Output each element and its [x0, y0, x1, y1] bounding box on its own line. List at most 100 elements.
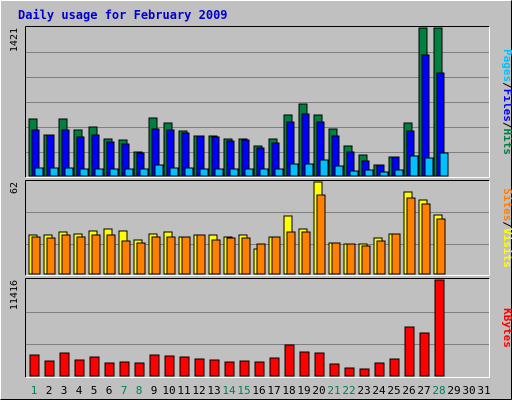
bar-kbytes-day-24 [374, 362, 385, 377]
bar-kbytes-day-22 [344, 367, 355, 377]
bar-sites-day-7 [121, 240, 131, 275]
bar-sites-day-24 [376, 240, 386, 275]
bar-pages-day-23 [364, 169, 374, 177]
bar-kbytes-day-16 [254, 361, 265, 377]
bar-kbytes-day-12 [194, 358, 205, 377]
panel-visits: 62 Sites/Visits [9, 180, 512, 276]
bar-pages-day-12 [199, 168, 209, 177]
x-tick-label-day-31: 31 [477, 384, 490, 397]
bar-sites-day-14 [226, 237, 236, 275]
bar-sites-day-28 [436, 218, 446, 275]
x-tick-label-day-23: 23 [357, 384, 370, 397]
bar-sites-day-8 [136, 242, 146, 275]
bar-pages-day-9 [154, 164, 164, 177]
bar-kbytes-day-8 [134, 362, 145, 377]
bar-pages-day-14 [229, 168, 239, 177]
bar-kbytes-day-14 [224, 361, 235, 377]
label-separator: / [501, 82, 512, 89]
bar-pages-day-1 [34, 167, 44, 177]
bar-kbytes-day-7 [119, 361, 130, 377]
x-tick-label-day-4: 4 [76, 384, 83, 397]
x-tick-label-day-14: 14 [222, 384, 236, 397]
label-separator: / [501, 122, 512, 129]
bar-sites-day-4 [76, 236, 86, 275]
bar-kbytes-day-26 [404, 326, 415, 377]
x-tick-label-day-5: 5 [91, 384, 98, 397]
bar-kbytes-day-21 [329, 363, 340, 377]
x-tick-label-day-18: 18 [282, 384, 295, 397]
panel-hits-series-label: Pages/Files/Hits [501, 49, 512, 155]
bar-sites-day-12 [196, 234, 206, 275]
x-tick-label-day-25: 25 [387, 384, 400, 397]
bar-sites-day-20 [316, 194, 326, 275]
bar-pages-day-25 [394, 169, 404, 177]
bar-kbytes-day-13 [209, 359, 220, 377]
bar-pages-day-26 [409, 155, 419, 177]
bar-kbytes-day-6 [104, 362, 115, 377]
bar-sites-day-17 [271, 236, 281, 275]
bar-sites-day-18 [286, 231, 296, 275]
bar-pages-day-24 [379, 171, 389, 177]
bar-kbytes-day-23 [359, 368, 370, 377]
bar-pages-day-7 [124, 168, 134, 177]
bar-pages-day-5 [94, 168, 104, 177]
bar-kbytes-day-11 [179, 356, 190, 377]
bar-pages-day-20 [319, 159, 329, 177]
x-tick-label-day-24: 24 [372, 384, 386, 397]
bar-pages-day-11 [184, 167, 194, 177]
panel-hits-ymax-label: 1421 [9, 28, 20, 52]
x-tick-label-day-22: 22 [342, 384, 355, 397]
label-pages: Pages [501, 49, 512, 82]
label-separator: / [501, 221, 512, 228]
bar-kbytes-day-3 [59, 352, 70, 377]
x-tick-label-day-10: 10 [162, 384, 175, 397]
bar-pages-day-17 [274, 168, 284, 177]
bar-sites-day-10 [166, 236, 176, 275]
bar-kbytes-day-27 [419, 332, 430, 377]
x-tick-label-day-16: 16 [252, 384, 265, 397]
bar-pages-day-15 [244, 168, 254, 177]
x-tick-label-day-20: 20 [312, 384, 325, 397]
bar-kbytes-day-4 [74, 359, 85, 377]
x-axis-day-labels: 1 2 3 4 5 6 7 8 9 10 11 12 13 14 15 16 17 18 19 20 21 22 23 24 2… [31, 384, 491, 397]
x-tick-label-day-3: 3 [61, 384, 68, 397]
panel-kbytes-ymax-label: 11416 [9, 280, 20, 310]
bar-kbytes-day-9 [149, 354, 160, 377]
bar-pages-day-19 [304, 163, 314, 177]
bar-pages-day-18 [289, 163, 299, 177]
x-tick-label-day-26: 26 [402, 384, 415, 397]
bar-sites-day-9 [151, 236, 161, 275]
label-files: Files [501, 89, 512, 122]
bar-sites-day-6 [106, 234, 116, 275]
bar-sites-day-27 [421, 203, 431, 275]
bar-sites-day-15 [241, 237, 251, 275]
bar-pages-day-3 [64, 167, 74, 177]
bar-sites-day-16 [256, 243, 266, 275]
bar-sites-day-19 [301, 231, 311, 275]
bar-kbytes-day-10 [164, 355, 175, 377]
bar-sites-day-2 [46, 237, 56, 275]
bar-pages-day-10 [169, 167, 179, 177]
bar-sites-day-5 [91, 234, 101, 275]
bar-pages-day-28 [439, 152, 449, 177]
bar-pages-day-13 [214, 168, 224, 177]
x-tick-label-day-11: 11 [177, 384, 190, 397]
bar-sites-day-11 [181, 236, 191, 275]
bar-pages-day-6 [109, 168, 119, 177]
bar-kbytes-day-20 [314, 352, 325, 377]
bar-kbytes-day-19 [299, 351, 310, 377]
label-kbytes: KBytes [501, 308, 512, 348]
panel-hits: 1421 Pages/Files/Hits [9, 26, 512, 178]
bar-sites-day-3 [61, 234, 71, 275]
x-tick-label-day-27: 27 [417, 384, 430, 397]
x-tick-label-day-30: 30 [462, 384, 475, 397]
x-tick-label-day-17: 17 [267, 384, 280, 397]
label-sites: Sites [501, 188, 512, 221]
x-tick-label-day-8: 8 [136, 384, 143, 397]
bar-sites-day-25 [391, 233, 401, 275]
label-visits: Visits [501, 228, 512, 268]
bar-pages-day-8 [139, 168, 149, 177]
x-tick-label-day-9: 9 [151, 384, 158, 397]
